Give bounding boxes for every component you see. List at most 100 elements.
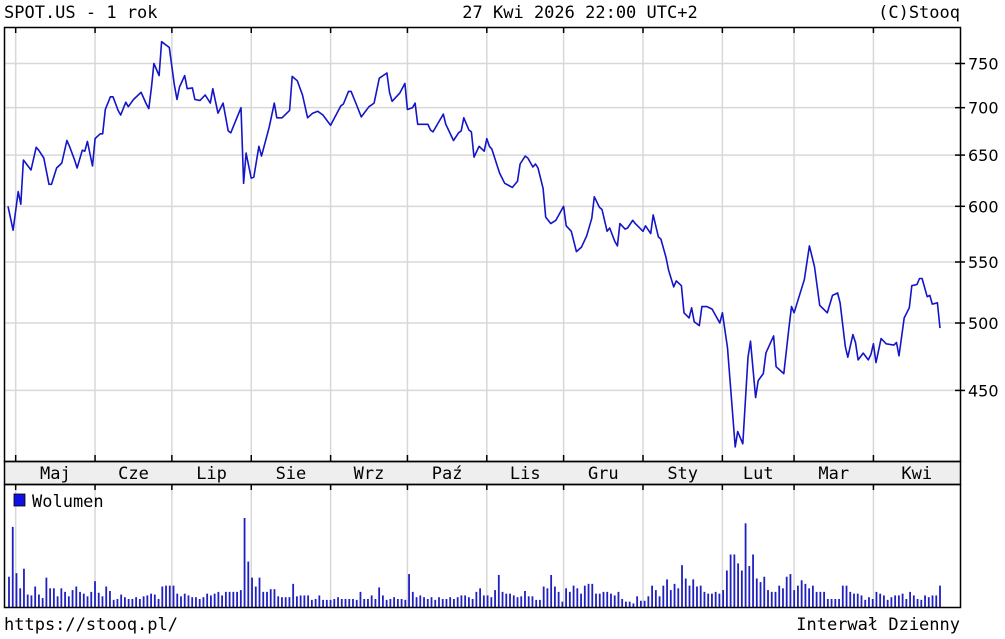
- volume-bar: [449, 597, 452, 607]
- volume-bar: [531, 596, 534, 607]
- volume-bar: [568, 591, 571, 607]
- volume-bar: [224, 591, 227, 607]
- volume-bar: [172, 585, 175, 607]
- volume-bar: [804, 583, 807, 607]
- volume-bar: [610, 593, 612, 607]
- volume-bar: [894, 595, 897, 607]
- y-tick-label: 600: [968, 197, 999, 216]
- volume-bar: [236, 591, 238, 607]
- volume-bar: [550, 574, 553, 607]
- y-tick-label: 750: [968, 55, 999, 74]
- volume-bar: [135, 597, 138, 607]
- volume-bar: [916, 598, 919, 607]
- volume-bar: [210, 595, 212, 607]
- volume-bar: [269, 589, 272, 607]
- volume-bar: [310, 599, 313, 607]
- y-axis: 450 500 550 600 650 700 750: [955, 55, 999, 400]
- month-label: Wrz: [354, 464, 385, 484]
- volume-bar: [273, 589, 276, 607]
- volume-bar: [434, 599, 437, 607]
- volume-bar: [583, 585, 586, 607]
- volume-bar: [725, 570, 728, 607]
- volume-panel-frame: [3, 483, 962, 609]
- volume-bar: [168, 585, 171, 607]
- volume-bar: [258, 577, 261, 607]
- volume-bar: [647, 596, 650, 607]
- y-tick-label: 700: [968, 99, 999, 118]
- source-link[interactable]: https://stooq.pl/: [4, 615, 178, 635]
- volume-bar: [213, 593, 216, 607]
- volume-bar: [553, 586, 556, 607]
- volume-bar: [845, 585, 848, 607]
- volume-bar: [150, 593, 152, 607]
- volume-bar: [830, 598, 833, 607]
- volume-bar: [157, 598, 160, 607]
- volume-bar: [703, 591, 706, 607]
- volume-bar: [576, 588, 579, 607]
- volume-bar: [419, 595, 422, 607]
- month-label: Gru: [588, 464, 619, 484]
- volume-bar: [393, 597, 396, 607]
- volume-bar: [38, 594, 40, 607]
- volume-bar: [561, 601, 564, 607]
- volume-bar: [146, 595, 149, 607]
- volume-bar: [385, 599, 388, 607]
- volume-bar: [613, 595, 616, 607]
- volume-bar: [180, 596, 182, 607]
- volume-bar: [281, 597, 283, 607]
- volume-bar: [441, 598, 444, 607]
- volume-bar: [187, 595, 190, 607]
- volume-bar: [778, 585, 781, 607]
- volume-bar: [299, 595, 302, 607]
- volume-bar: [109, 590, 111, 607]
- volume-bar: [823, 591, 825, 607]
- volume-bar: [26, 594, 29, 607]
- volume-bar: [116, 598, 119, 607]
- volume-bar: [546, 588, 549, 607]
- volume-bar: [142, 596, 145, 607]
- volume-bar: [64, 591, 66, 607]
- volume-bar: [221, 595, 224, 607]
- month-label: Lis: [510, 464, 541, 484]
- volume-bar: [101, 596, 104, 607]
- volume-bar: [453, 598, 455, 607]
- price-panel-frame: [3, 26, 962, 463]
- volume-bar: [112, 599, 115, 607]
- month-axis: Maj Cze Lip Sie Wrz Paź Lis Gru Sty Lut Mar Kwi: [40, 464, 932, 484]
- volume-bar: [400, 598, 403, 607]
- volume-bar: [718, 593, 721, 607]
- volume-bar: [494, 590, 496, 607]
- volume-bar: [890, 597, 893, 607]
- volume-bar: [344, 598, 347, 607]
- volume-bar: [924, 595, 926, 607]
- volume-bar: [337, 597, 339, 607]
- volume-bar: [195, 597, 197, 607]
- volume-bar: [752, 554, 754, 607]
- volume-bar: [266, 591, 268, 607]
- volume-bar: [707, 593, 710, 607]
- volume-bar: [464, 595, 467, 607]
- volume-bar: [684, 578, 687, 607]
- volume-bar: [516, 597, 519, 607]
- month-label: Maj: [40, 464, 71, 484]
- volume-bar: [808, 588, 811, 607]
- volume-bar: [198, 598, 201, 607]
- volume-bar: [793, 590, 796, 607]
- volume-bar: [505, 593, 508, 607]
- volume-bar: [303, 595, 306, 607]
- volume-bar: [8, 576, 10, 607]
- volume-bar: [348, 598, 351, 607]
- volume-bar: [45, 577, 48, 607]
- volume-bar: [11, 526, 14, 607]
- volume-bar: [789, 574, 792, 607]
- volume-bar: [228, 591, 231, 607]
- volume-bar: [408, 574, 410, 607]
- volume-bar: [367, 598, 369, 607]
- volume-bar: [826, 598, 829, 607]
- volume-bar: [127, 598, 130, 607]
- volume-bar: [819, 591, 822, 607]
- volume-bar: [438, 597, 440, 607]
- volume-bar: [456, 597, 459, 607]
- volume-bar: [340, 598, 343, 607]
